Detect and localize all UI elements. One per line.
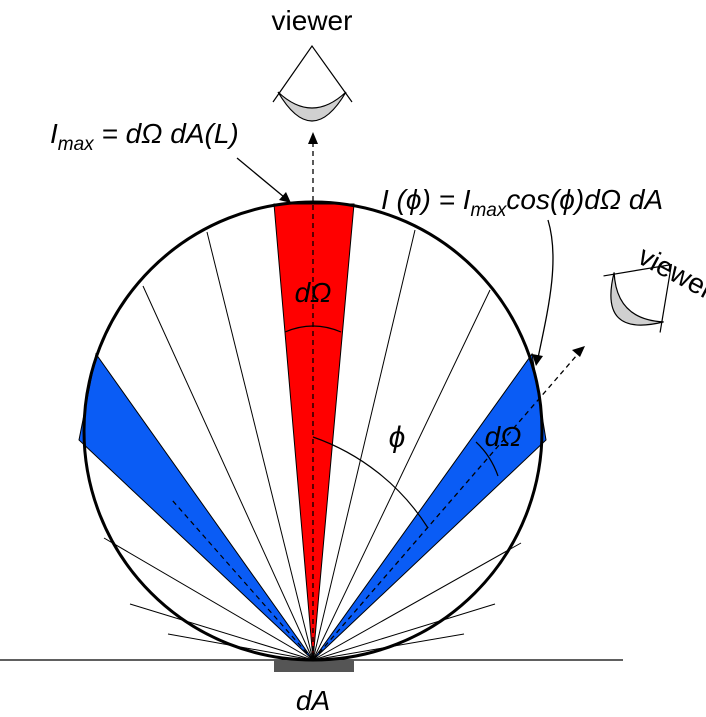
viewer-eye-icon: [603, 263, 673, 333]
dA-label: dA: [296, 685, 330, 716]
red-solid-angle-wedge: [273, 203, 355, 661]
iphi-equation: I (ϕ) = Imaxcos(ϕ)dΩ dA: [381, 184, 663, 221]
imax-equation: Imax = dΩ dA(L): [50, 118, 239, 155]
arrowhead: [279, 192, 291, 203]
phi-angle-arc: [312, 436, 429, 529]
red-dOmega-label: dΩ: [295, 277, 332, 308]
phi-angle-label: ϕ: [389, 421, 406, 454]
arrowhead: [308, 132, 318, 144]
arrowhead: [572, 346, 585, 357]
oblique-view-direction: [312, 354, 578, 661]
blue-dOmega-arc: [475, 441, 499, 477]
arrowhead: [532, 354, 543, 366]
red-dOmega-arc: [284, 325, 342, 333]
viewer-top-label: viewer: [272, 5, 353, 36]
blue-solid-angle-wedge-left: [78, 352, 314, 661]
surface-patch-dA: [274, 660, 354, 672]
leader-imax: [236, 157, 285, 198]
blue-solid-angle-wedge-right: [312, 352, 547, 661]
leader-iphi: [537, 219, 554, 359]
blue-dOmega-label: dΩ: [485, 421, 522, 452]
viewer-eye-icon: [272, 44, 353, 122]
viewer-right-label: viewer: [633, 240, 706, 305]
